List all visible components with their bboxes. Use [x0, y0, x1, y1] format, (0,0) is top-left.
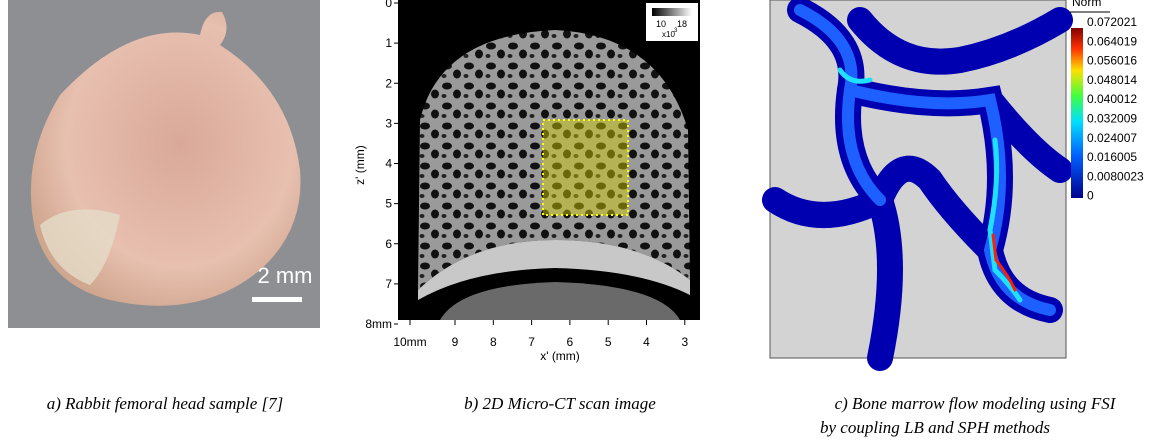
- x-tick-label: 5: [605, 335, 612, 349]
- scale-bar-label: 2 mm: [258, 263, 313, 288]
- legend-level: 0.064019: [1087, 34, 1137, 48]
- legend-level: 0.056016: [1087, 54, 1137, 68]
- panel-a: 2 mm a) Rabbit femoral head sample [7]: [8, 0, 320, 413]
- y-tick-label: 4: [385, 157, 392, 171]
- caption: by coupling LB and SPH methods: [820, 418, 1050, 437]
- x-axis-label: x' (mm): [540, 349, 580, 363]
- y-axis-label: z' (mm): [353, 145, 367, 185]
- colorbar-tick: 18: [677, 19, 687, 29]
- legend-level: 0.048014: [1087, 73, 1137, 87]
- x-tick-label: 7: [528, 335, 535, 349]
- figure: 2 mm a) Rabbit femoral head sample [7] 0…: [0, 0, 1160, 441]
- x-tick-label: 6: [567, 335, 574, 349]
- legend-level: 0.024007: [1087, 131, 1137, 145]
- scale-bar: [252, 297, 302, 302]
- y-tick-label: 2: [385, 76, 392, 90]
- panel-c: Norm 0.0720210.0640190.0560160.0480140.0…: [770, 0, 1144, 437]
- colorbar-tick: 10: [656, 19, 666, 29]
- caption: c) Bone marrow flow modeling using FSI: [835, 394, 1117, 413]
- legend-level: 0.040012: [1087, 92, 1137, 106]
- legend-level: 0: [1087, 189, 1094, 203]
- y-tick-label: 7: [385, 277, 392, 291]
- legend-colorbar: [1071, 28, 1083, 198]
- y-tick-label: 0: [385, 0, 392, 10]
- y-tick-label: 8mm: [365, 317, 392, 331]
- caption: b) 2D Micro-CT scan image: [464, 394, 656, 413]
- colorbar: [652, 8, 692, 16]
- legend-level: 0.016005: [1087, 150, 1137, 164]
- y-tick-label: 3: [385, 116, 392, 130]
- caption: a) Rabbit femoral head sample [7]: [47, 394, 284, 413]
- x-tick-label: 4: [643, 335, 650, 349]
- x-tick-label: 3: [681, 335, 688, 349]
- x-tick-label: 9: [452, 335, 459, 349]
- y-tick-label: 5: [385, 197, 392, 211]
- region-of-interest: [543, 120, 628, 215]
- y-tick-label: 6: [385, 237, 392, 251]
- y-tick-label: 1: [385, 36, 392, 50]
- legend-levels: 0.072021 0.064019 0.056016 0.048014 0.040012…: [1087, 15, 1144, 203]
- x-tick-label: 8: [490, 335, 497, 349]
- legend-level: 0.072021: [1087, 15, 1137, 29]
- legend-title: Norm: [1072, 0, 1101, 9]
- page: 2 mm a) Rabbit femoral head sample [7] 0…: [0, 0, 1160, 441]
- legend-level: 0.0080023: [1087, 169, 1144, 183]
- x-tick-label: 10mm: [393, 335, 426, 349]
- legend-level: 0.032009: [1087, 112, 1137, 126]
